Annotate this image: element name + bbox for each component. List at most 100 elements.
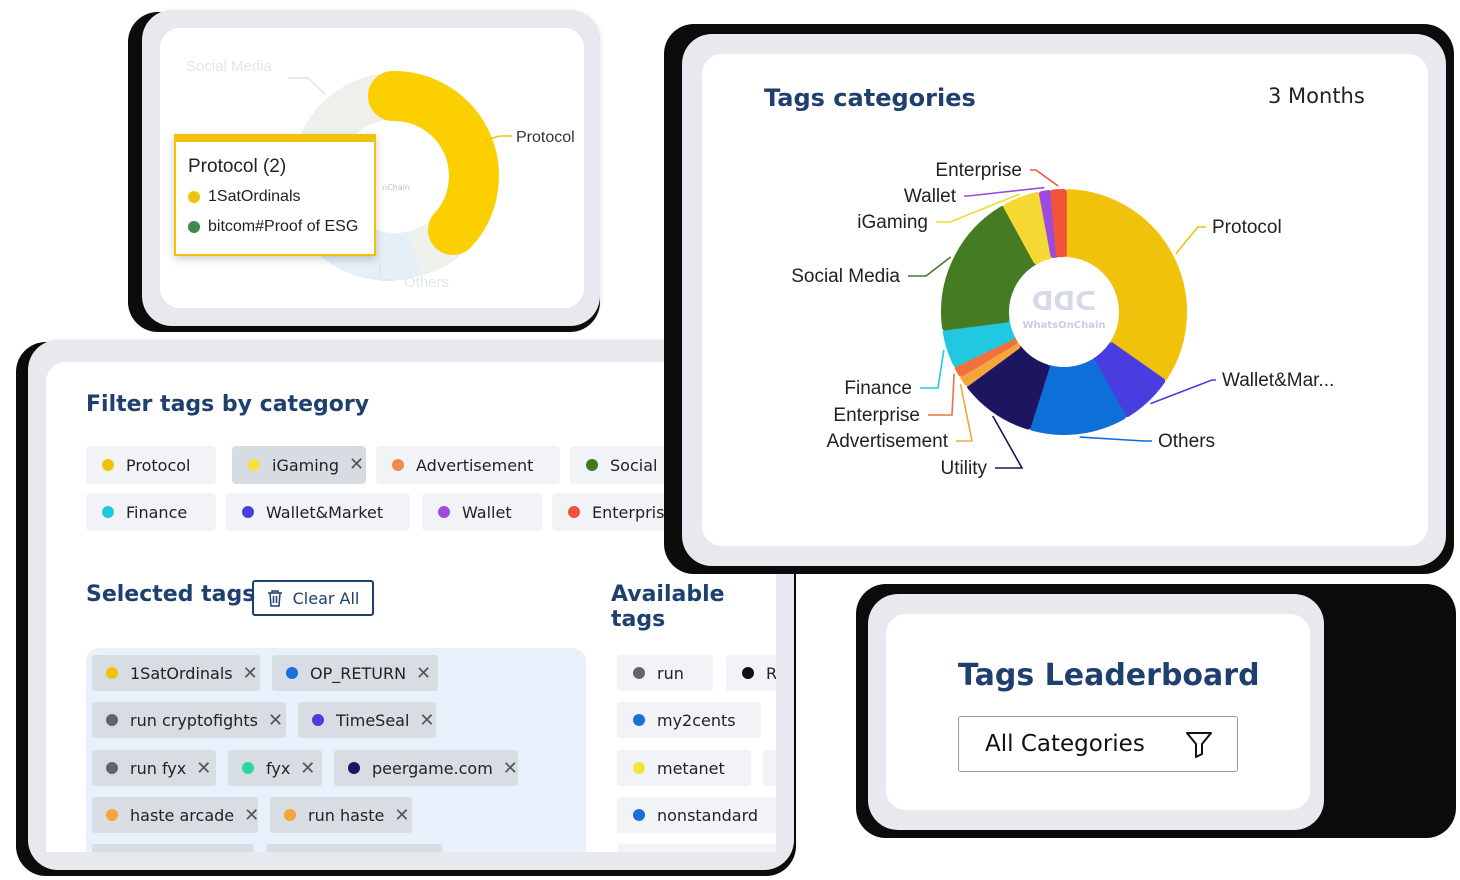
- slice-label: iGaming: [857, 212, 928, 233]
- tag-dot: [106, 714, 118, 726]
- category-chip-igaming[interactable]: iGaming ✕: [232, 446, 366, 484]
- tag-dot: [742, 667, 754, 679]
- tooltip-card: nChain Social Media Protocol Others Prot…: [142, 10, 600, 326]
- available-tag-r[interactable]: R: [726, 655, 776, 691]
- category-chip-wallet-market[interactable]: Wallet&Market: [226, 493, 410, 531]
- selected-tag-partial[interactable]: [266, 844, 442, 852]
- category-label: Wallet: [462, 502, 512, 522]
- remove-icon[interactable]: ✕: [419, 709, 435, 731]
- watermark-logo: WhatsOnChain: [1022, 320, 1105, 331]
- tag-dot: [284, 809, 296, 821]
- slice-label: Social Media: [791, 266, 900, 287]
- category-chip-finance[interactable]: Finance: [86, 493, 216, 531]
- available-tag-metanet[interactable]: metanet: [617, 750, 751, 786]
- remove-icon[interactable]: ✕: [242, 662, 258, 684]
- donut-slice-protocol[interactable]: [1063, 189, 1187, 381]
- slice-label: Enterprise: [833, 405, 920, 426]
- tooltip-item-label: bitcom#Proof of ESG: [208, 218, 359, 235]
- selected-tags-title: Selected tags: [86, 582, 256, 607]
- selected-tag-run-cryptofights[interactable]: run cryptofights ✕: [92, 702, 286, 738]
- others-leader-line: [379, 264, 396, 281]
- tooltip-title: Protocol (2): [188, 156, 287, 177]
- period-label[interactable]: 3 Months: [1268, 84, 1365, 108]
- tag-label: fyx: [266, 758, 291, 778]
- remove-icon[interactable]: ✕: [300, 757, 316, 779]
- selected-tag-fyx[interactable]: fyx ✕: [228, 750, 322, 786]
- available-tag-my2cents[interactable]: my2cents: [617, 702, 761, 738]
- category-chip-advertisement[interactable]: Advertisement: [376, 446, 560, 484]
- leader-line: [1079, 436, 1152, 442]
- leaderboard-title: Tags Leaderboard: [958, 658, 1260, 693]
- remove-icon[interactable]: ✕: [268, 709, 284, 731]
- leader-line: [1175, 226, 1206, 255]
- available-tag-partial[interactable]: [763, 750, 776, 786]
- selected-tag-op-return[interactable]: OP_RETURN ✕: [272, 655, 438, 691]
- category-select[interactable]: All Categories: [958, 716, 1238, 772]
- donut-slice-utility[interactable]: [967, 345, 1050, 430]
- available-tags-title: Available tags: [611, 582, 725, 632]
- tag-dot: [242, 762, 254, 774]
- slice-label: Others: [1158, 431, 1215, 452]
- leader-line: [1030, 169, 1059, 187]
- clear-all-button[interactable]: Clear All: [252, 580, 374, 616]
- remove-icon[interactable]: ✕: [416, 662, 432, 684]
- category-label: Enterprise: [592, 502, 675, 522]
- remove-icon[interactable]: ✕: [348, 454, 365, 475]
- social-leader-line: [288, 77, 326, 95]
- category-label: Protocol: [126, 455, 191, 475]
- selected-tag-partial[interactable]: [92, 844, 254, 852]
- selected-tag-1satordinals[interactable]: 1SatOrdinals ✕: [92, 655, 260, 691]
- slice-label: Advertisement: [827, 431, 949, 452]
- selected-tag-peergame[interactable]: peergame.com ✕: [334, 750, 518, 786]
- leader-line: [936, 193, 1020, 223]
- selected-tag-run-haste[interactable]: run haste ✕: [270, 797, 412, 833]
- selected-tag-haste-arcade[interactable]: haste arcade ✕: [92, 797, 260, 833]
- selected-tag-timeseal[interactable]: TimeSeal ✕: [298, 702, 436, 738]
- donut-slice-wallet-mar-[interactable]: [1091, 342, 1166, 418]
- remove-icon[interactable]: ✕: [196, 757, 212, 779]
- donut-slice-protocol[interactable]: [368, 70, 499, 255]
- category-dot: [392, 459, 404, 471]
- category-select-value: All Categories: [985, 731, 1145, 757]
- donut-slice-enterprise[interactable]: [1050, 189, 1067, 258]
- category-dot: [438, 506, 450, 518]
- tag-label: run: [657, 663, 684, 683]
- remove-icon[interactable]: ✕: [502, 757, 518, 779]
- category-chip-wallet[interactable]: Wallet: [422, 493, 542, 531]
- label-others-faded: Others: [404, 274, 450, 291]
- tag-dot: [106, 809, 118, 821]
- categories-card-body: Tags categories 3 Months: [702, 54, 1428, 546]
- leader-line: [908, 256, 952, 277]
- clear-all-label: Clear All: [292, 588, 360, 608]
- category-dot: [102, 506, 114, 518]
- category-dot: [102, 459, 114, 471]
- leader-line: [1150, 379, 1216, 405]
- category-chip-protocol[interactable]: Protocol: [86, 446, 216, 484]
- tag-dot: [286, 667, 298, 679]
- slice-label: Utility: [941, 458, 988, 479]
- label-social-media-faded: Social Media: [186, 58, 272, 75]
- category-dot: [586, 459, 598, 471]
- watermark-faded: nChain: [382, 183, 410, 192]
- available-tag-partial[interactable]: [617, 844, 776, 852]
- label-protocol: Protocol: [516, 129, 575, 146]
- leader-line: [956, 383, 973, 442]
- category-label: Finance: [126, 502, 188, 522]
- donut-slice-others[interactable]: [1029, 359, 1127, 435]
- tag-dot: [106, 762, 118, 774]
- donut-slice-social-media[interactable]: [941, 205, 1038, 331]
- filter-icon: [1186, 732, 1212, 758]
- slice-label: Wallet&Mar...: [1222, 370, 1334, 391]
- tooltip-box: Protocol (2) 1SatOrdinals bitcom#Proof o…: [174, 134, 376, 256]
- remove-icon[interactable]: ✕: [244, 804, 260, 826]
- remove-icon[interactable]: ✕: [394, 804, 410, 826]
- category-label: iGaming: [272, 455, 339, 475]
- tag-label: run haste: [308, 805, 385, 825]
- available-tag-nonstandard[interactable]: nonstandard: [617, 797, 776, 833]
- selected-tag-run-fyx[interactable]: run fyx ✕: [92, 750, 216, 786]
- available-tag-run[interactable]: run: [617, 655, 713, 691]
- tag-label: metanet: [657, 758, 725, 778]
- categories-title: Tags categories: [764, 84, 976, 112]
- category-dot: [248, 459, 260, 471]
- tag-label: TimeSeal: [336, 710, 410, 730]
